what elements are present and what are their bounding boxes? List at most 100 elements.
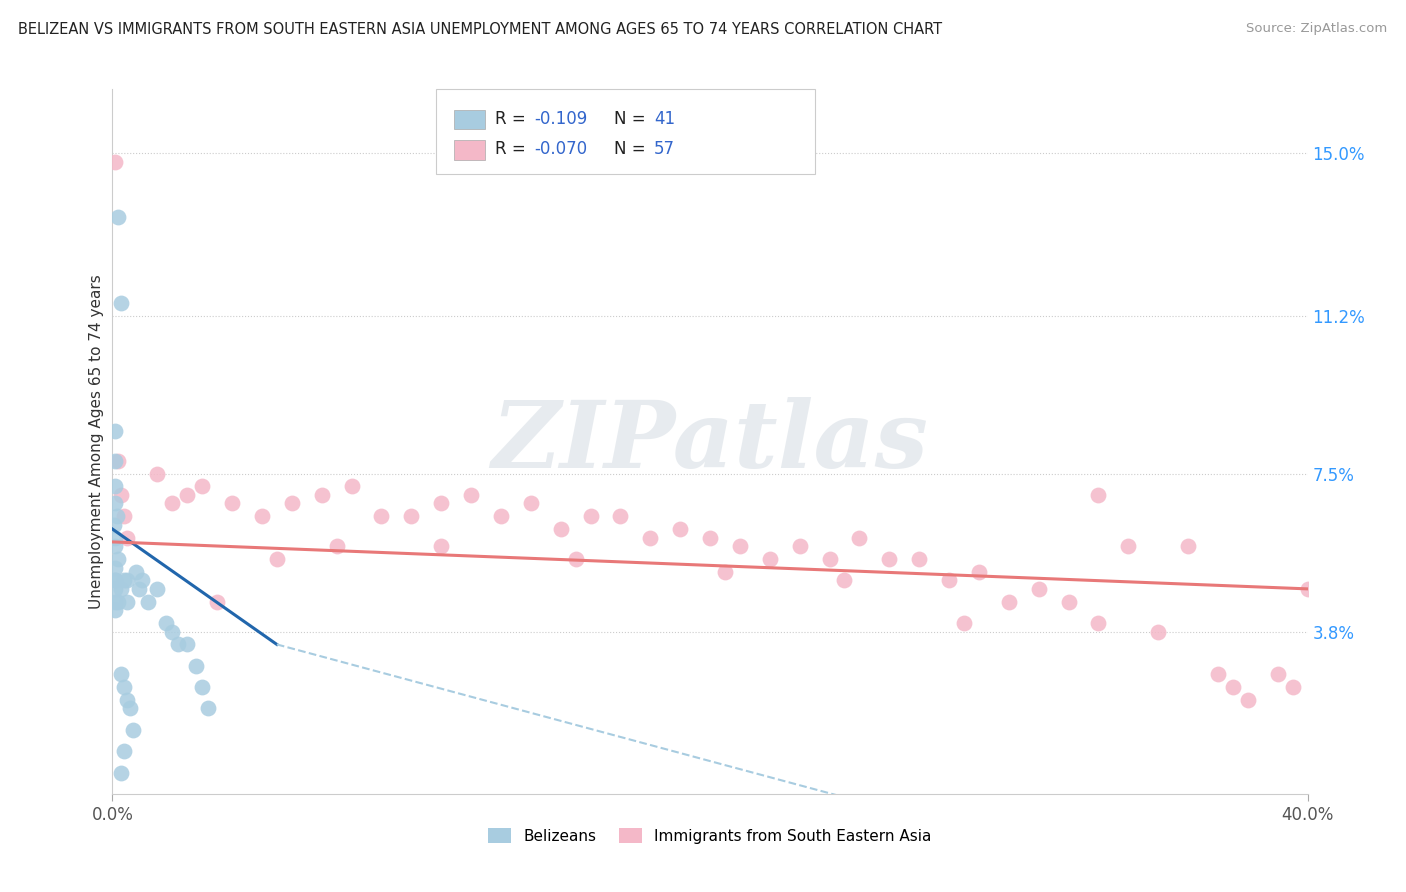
Point (104, 539, 127, 553)
Point (579, 509, 602, 524)
Point (953, 615, 976, 630)
Point (176, 488, 198, 502)
Point (110, 765, 132, 780)
Point (167, 637, 190, 651)
Point (191, 680, 214, 694)
Point (281, 496, 304, 510)
Text: N =: N = (614, 110, 651, 128)
Point (728, 539, 751, 553)
Point (104, 479, 127, 493)
Point (120, 701, 142, 715)
Point (818, 552, 841, 566)
Point (1206, 667, 1229, 681)
Point (125, 565, 148, 579)
Point (205, 595, 228, 609)
Point (908, 552, 931, 566)
Point (155, 615, 177, 630)
Point (197, 701, 219, 715)
Point (104, 531, 127, 545)
Text: ZIPatlas: ZIPatlas (492, 397, 928, 486)
Point (564, 552, 586, 566)
Text: BELIZEAN VS IMMIGRANTS FROM SOUTH EASTERN ASIA UNEMPLOYMENT AMONG AGES 65 TO 74 : BELIZEAN VS IMMIGRANTS FROM SOUTH EASTER… (18, 22, 942, 37)
Point (1118, 539, 1140, 553)
Point (104, 560, 127, 574)
Point (520, 496, 543, 510)
Point (967, 565, 990, 579)
Point (640, 531, 662, 545)
Point (107, 211, 129, 225)
Point (1087, 488, 1109, 502)
Point (430, 496, 453, 510)
Point (1296, 582, 1319, 596)
Text: 41: 41 (654, 110, 675, 128)
Point (110, 488, 132, 502)
Point (1267, 667, 1289, 681)
Text: -0.070: -0.070 (534, 140, 588, 158)
Point (103, 517, 125, 532)
Point (114, 509, 135, 524)
Point (489, 509, 512, 524)
Point (107, 595, 129, 609)
Point (146, 582, 169, 596)
Point (122, 723, 145, 737)
Point (114, 574, 135, 588)
Point (325, 539, 347, 553)
Legend: Belizeans, Immigrants from South Eastern Asia: Belizeans, Immigrants from South Eastern… (482, 822, 938, 850)
Point (1237, 693, 1260, 707)
Point (266, 552, 288, 566)
Text: R =: R = (495, 140, 531, 158)
Point (191, 479, 214, 493)
Point (221, 496, 243, 510)
Point (104, 574, 127, 588)
Point (104, 454, 127, 468)
Point (146, 467, 169, 481)
Point (1281, 680, 1303, 694)
Point (311, 488, 333, 502)
Point (340, 479, 363, 493)
Point (834, 574, 856, 588)
Point (104, 424, 127, 438)
Text: -0.109: -0.109 (534, 110, 588, 128)
Point (550, 522, 572, 536)
Point (105, 509, 128, 524)
Point (609, 509, 631, 524)
Point (669, 522, 692, 536)
Point (104, 154, 127, 169)
Point (104, 496, 127, 510)
Text: 57: 57 (654, 140, 675, 158)
Point (131, 574, 153, 588)
Point (114, 744, 135, 758)
Point (117, 531, 139, 545)
Point (1028, 582, 1050, 596)
Point (1057, 595, 1080, 609)
Point (1087, 615, 1109, 630)
Point (104, 582, 127, 596)
Point (162, 496, 183, 510)
Point (128, 582, 150, 596)
Point (848, 531, 870, 545)
Point (117, 574, 139, 588)
Point (430, 539, 453, 553)
Point (401, 509, 423, 524)
Point (1222, 680, 1244, 694)
Point (938, 574, 960, 588)
Point (460, 488, 482, 502)
Point (104, 603, 127, 617)
Point (1177, 539, 1199, 553)
Point (162, 624, 183, 639)
Point (114, 680, 135, 694)
Text: Source: ZipAtlas.com: Source: ZipAtlas.com (1247, 22, 1388, 36)
Point (789, 539, 811, 553)
Point (110, 295, 132, 310)
Point (104, 574, 127, 588)
Point (138, 595, 160, 609)
Text: N =: N = (614, 140, 651, 158)
Point (250, 509, 273, 524)
Point (107, 552, 129, 566)
Point (110, 667, 132, 681)
Point (117, 595, 139, 609)
Point (879, 552, 901, 566)
Point (1147, 624, 1170, 639)
Point (759, 552, 782, 566)
Y-axis label: Unemployment Among Ages 65 to 74 years: Unemployment Among Ages 65 to 74 years (89, 274, 104, 609)
